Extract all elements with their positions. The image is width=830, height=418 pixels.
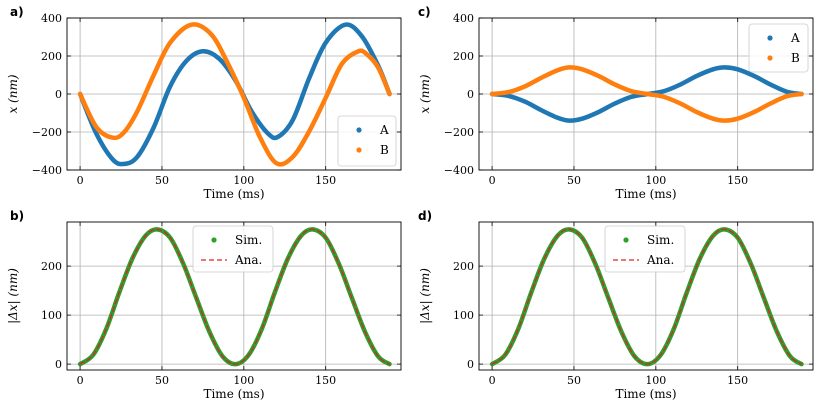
series-b-line <box>489 65 804 123</box>
y-tick-label: 0 <box>467 358 474 371</box>
series-ana-line <box>491 228 803 365</box>
panel-a: 0 50 100 150 −400 −200 0 200 400 Time (ms) x (nm) a… <box>6 5 402 201</box>
y-tick-label: 200 <box>41 50 62 63</box>
legend-label: B <box>791 51 800 65</box>
legend-label: A <box>790 31 800 45</box>
x-tick-label: 0 <box>77 174 84 187</box>
panel-label: c) <box>418 5 431 19</box>
legend-marker-a <box>767 35 773 41</box>
y-axis-label: |Δx| (nm) <box>6 268 20 324</box>
x-axis-label: Time (ms) <box>615 187 676 201</box>
panel-label: a) <box>10 5 24 19</box>
legend-marker-b <box>767 55 773 61</box>
legend: AB <box>748 23 809 73</box>
legend-label: A <box>379 123 389 137</box>
legend-label: Sim. <box>235 233 262 247</box>
y-tick-label: 200 <box>453 50 474 63</box>
series-ana-line <box>79 228 391 365</box>
x-tick-label: 100 <box>233 374 254 387</box>
legend-label: Ana. <box>646 253 674 267</box>
x-tick-label: 150 <box>315 374 336 387</box>
x-tick-label: 150 <box>727 374 748 387</box>
panel-label: d) <box>418 209 432 223</box>
series-b-line <box>77 22 392 167</box>
legend-marker-sim <box>211 237 217 243</box>
panel-label: b) <box>10 209 24 223</box>
x-axis-label: Time (ms) <box>615 387 676 401</box>
axes-frame <box>478 221 814 371</box>
x-tick-label: 0 <box>489 374 496 387</box>
x-axis-label: Time (ms) <box>203 187 264 201</box>
y-tick-label: −400 <box>32 164 62 177</box>
x-tick-label: 0 <box>77 374 84 387</box>
axes-frame <box>66 221 402 371</box>
legend-box <box>748 23 809 73</box>
y-axis-label: |Δx| (nm) <box>418 268 432 324</box>
x-tick-label: 100 <box>645 374 666 387</box>
legend: Sim. Ana. <box>604 225 686 273</box>
x-axis-label: Time (ms) <box>203 387 264 401</box>
x-tick-label: 50 <box>567 374 581 387</box>
y-tick-label: 200 <box>41 260 62 273</box>
legend-marker-b <box>356 147 362 153</box>
legend-label: B <box>380 143 389 157</box>
x-tick-label: 150 <box>727 174 748 187</box>
x-tick-label: 100 <box>645 174 666 187</box>
legend-label: Sim. <box>647 233 674 247</box>
x-tick-label: 0 <box>489 174 496 187</box>
x-tick-label: 50 <box>155 174 169 187</box>
y-tick-label: −200 <box>444 126 474 139</box>
y-tick-label: 400 <box>41 12 62 25</box>
legend-marker-sim <box>623 237 629 243</box>
x-tick-label: 50 <box>155 374 169 387</box>
y-tick-label: 400 <box>453 12 474 25</box>
y-tick-label: 0 <box>55 358 62 371</box>
x-tick-label: 100 <box>233 174 254 187</box>
legend: AB <box>337 115 397 167</box>
x-tick-label: 150 <box>315 174 336 187</box>
y-tick-label: 0 <box>467 88 474 101</box>
y-tick-label: 100 <box>453 309 474 322</box>
legend: Sim. Ana. <box>192 225 274 273</box>
y-tick-label: 200 <box>453 260 474 273</box>
y-axis-label: x (nm) <box>6 74 20 113</box>
legend-marker-a <box>356 127 362 133</box>
y-axis-label: x (nm) <box>418 74 432 113</box>
y-tick-label: 0 <box>55 88 62 101</box>
panel-b: 0 50 100 150 0 100 200 Time (ms) |Δx| (nm) b) Sim.… <box>6 209 402 401</box>
legend-box <box>337 115 397 167</box>
y-tick-label: 100 <box>41 309 62 322</box>
panel-d: 0 50 100 150 0 100 200 Time (ms) |Δx| (nm) d) Sim.… <box>418 209 814 401</box>
legend-label: Ana. <box>234 253 262 267</box>
panel-c: 0 50 100 150 −400 −200 0 200 400 Time (ms) x (nm) c… <box>418 5 814 201</box>
y-tick-label: −200 <box>32 126 62 139</box>
x-tick-label: 50 <box>567 174 581 187</box>
y-tick-label: −400 <box>444 164 474 177</box>
